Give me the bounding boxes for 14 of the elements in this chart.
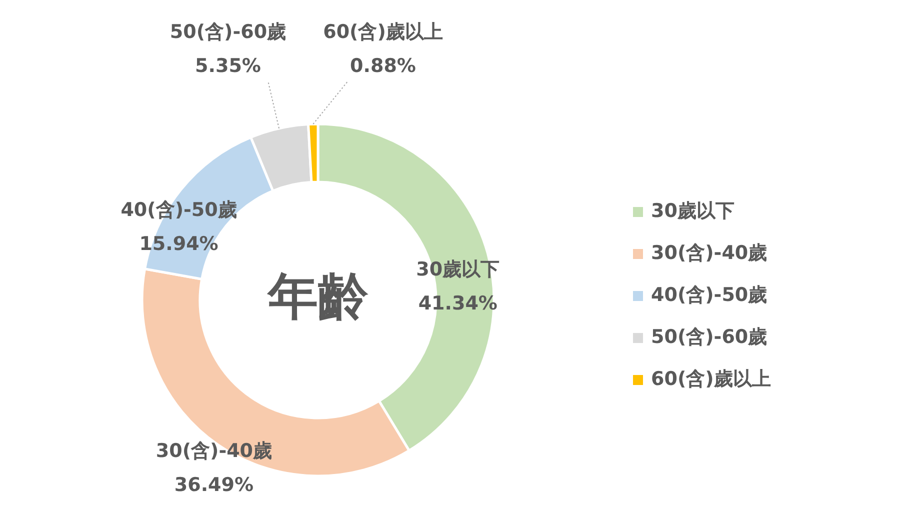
text: 年齡 bbox=[266, 268, 369, 326]
data-label: 0.88% bbox=[350, 55, 416, 78]
data-label: 5.35% bbox=[195, 55, 261, 78]
legend-label: 50(含)-60歲 bbox=[651, 326, 768, 348]
legend-label: 30(含)-40歲 bbox=[651, 242, 768, 264]
slice-label: 60(含)歲以上 bbox=[323, 21, 443, 44]
slice-label: 50(含)-60歲 bbox=[170, 21, 286, 44]
legend-label: 60(含)歲以上 bbox=[651, 368, 771, 390]
data-label: 15.94% bbox=[139, 232, 218, 256]
slice-label: 40(含)-50歲 bbox=[120, 198, 237, 222]
data-label: 36.49% bbox=[174, 474, 254, 496]
legend-label: 30歲以下 bbox=[651, 200, 734, 222]
legend-label: 40(含)-50歲 bbox=[651, 284, 768, 306]
slice-label: 30(含)-40歲 bbox=[156, 440, 272, 462]
